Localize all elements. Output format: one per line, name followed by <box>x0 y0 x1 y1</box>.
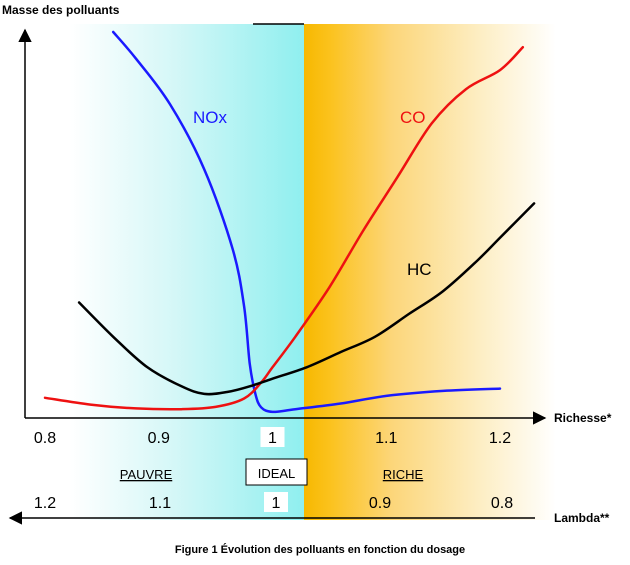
series-label-co: CO <box>400 108 426 127</box>
zone-label-rich: RICHE <box>383 467 424 482</box>
zone-label-lean: PAUVRE <box>120 467 173 482</box>
lambda-one-background <box>264 492 288 512</box>
tick-one-background <box>260 427 285 447</box>
lambda-tick-labels: 1.2 1.1 1 0.9 0.8 <box>34 492 513 512</box>
zone-label-ideal: IDEAL <box>258 466 296 481</box>
lambda-axis-title: Lambda** <box>554 511 610 525</box>
richesse-axis-title: Richesse* <box>554 411 612 425</box>
lambda-tick-label: 0.9 <box>369 495 391 512</box>
richesse-tick-label: 1 <box>268 430 277 447</box>
series-line-hc <box>77 202 536 396</box>
pollutant-curves <box>43 30 536 414</box>
lambda-tick-label: 1.1 <box>149 495 171 512</box>
richesse-tick-label: 0.8 <box>34 430 56 447</box>
richesse-tick-label: 1.1 <box>375 430 397 447</box>
lambda-tick-label: 1.2 <box>34 495 56 512</box>
series-line-nox <box>111 30 502 414</box>
figure-caption: Figure 1 Évolution des polluants en fonc… <box>175 543 465 556</box>
lambda-tick-label: 1 <box>272 495 281 512</box>
richesse-tick-labels: 0.8 0.9 1 1.1 1.2 <box>34 427 511 447</box>
lambda-tick-label: 0.8 <box>491 495 513 512</box>
series-label-nox: NOx <box>193 108 228 127</box>
series-label-hc: HC <box>407 260 432 279</box>
richesse-tick-label: 1.2 <box>489 430 511 447</box>
series-line-co <box>43 45 525 411</box>
richesse-tick-label: 0.9 <box>148 430 170 447</box>
ideal-label-box <box>245 458 308 486</box>
rich-zone <box>304 24 556 520</box>
y-axis-title: Masse des polluants <box>2 3 120 17</box>
